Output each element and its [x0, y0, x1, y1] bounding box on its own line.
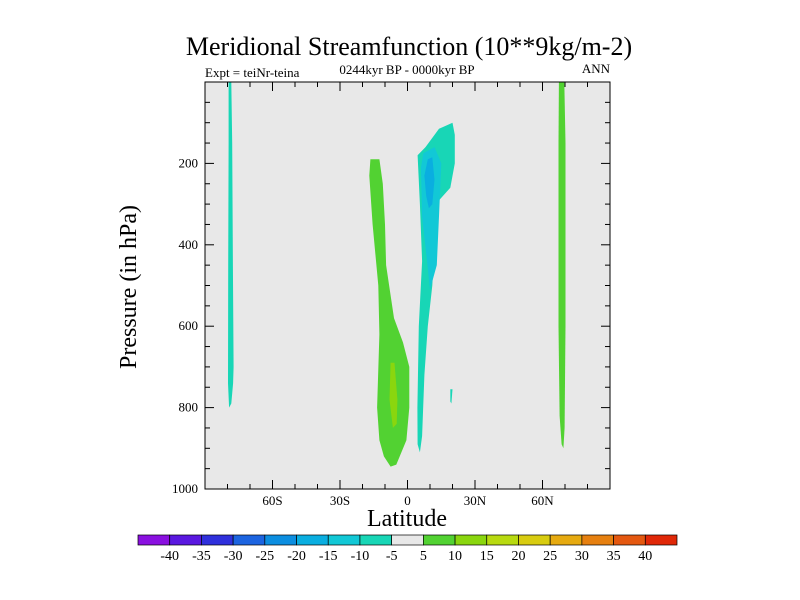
x-tick-label: 30N	[464, 493, 487, 508]
chart-title: Meridional Streamfunction (10**9kg/m-2)	[186, 32, 632, 61]
colorbar-swatch	[327, 534, 361, 546]
colorbar-swatch	[423, 534, 456, 546]
colorbar-swatch	[359, 534, 393, 546]
colorbar-label: 35	[607, 549, 621, 564]
colorbar-label: 5	[420, 549, 427, 564]
plot-area: 60S 30S 0 30N 60N 200 400 600 800 1000	[172, 81, 611, 508]
experiment-label: Expt = teiNr-teina	[205, 65, 300, 80]
colorbar-label: -35	[192, 549, 211, 564]
tropical-positive-core	[389, 362, 398, 428]
x-tick-label: 60S	[262, 493, 282, 508]
axis-ticks: 60S 30S 0 30N 60N 200 400 600 800 1000	[172, 82, 610, 508]
colorbar-label: 15	[480, 549, 494, 564]
colorbar-swatch	[581, 534, 614, 546]
colorbar-label: -40	[160, 549, 179, 564]
colorbar-label: 30	[575, 549, 589, 564]
colorbar-swatch	[644, 534, 678, 546]
colorbar-label: 10	[448, 549, 462, 564]
colorbar-label: 40	[638, 549, 652, 564]
x-tick-label: 60N	[531, 493, 554, 508]
colorbar-swatch	[518, 534, 551, 546]
season-label: ANN	[582, 61, 611, 76]
colorbar-label: -20	[287, 549, 306, 564]
nh-high-lat-positive	[558, 82, 566, 449]
x-tick-label: 30S	[330, 493, 350, 508]
y-tick-label: 400	[179, 237, 199, 252]
tropical-positive-cell	[369, 159, 410, 467]
nh-small-patch	[450, 389, 453, 404]
colorbar-swatch	[391, 534, 424, 546]
colorbar-swatch	[232, 534, 266, 546]
y-tick-label: 800	[179, 400, 199, 415]
colorbar-swatch	[549, 534, 583, 546]
contour-regions	[228, 82, 566, 467]
colorbar-swatch	[137, 534, 171, 546]
x-tick-label: 0	[404, 493, 411, 508]
chart-subtitle: 0244kyr BP - 0000kyr BP	[339, 62, 474, 77]
colorbar-label: -5	[386, 549, 398, 564]
sh-high-lat-negative	[228, 82, 234, 408]
colorbar-swatch	[201, 534, 234, 546]
colorbar-label: -25	[255, 549, 274, 564]
y-tick-label: 1000	[172, 481, 198, 496]
colorbar-label: 25	[543, 549, 557, 564]
colorbar: -40 -35 -30 -25 -20 -15 -10 -5 5 10 15 20 25 30 35 40	[137, 534, 678, 564]
y-tick-label: 200	[179, 155, 199, 170]
colorbar-swatch	[296, 534, 329, 546]
colorbar-swatch	[169, 534, 202, 546]
colorbar-swatch	[613, 534, 646, 546]
plot-background	[205, 82, 610, 489]
y-axis-label: Pressure (in hPa)	[116, 205, 142, 369]
colorbar-label: -15	[319, 549, 338, 564]
colorbar-label: -30	[224, 549, 243, 564]
colorbar-label: 20	[511, 549, 525, 564]
colorbar-swatch	[454, 534, 488, 546]
nh-subtropical-negative-core-2	[424, 157, 435, 209]
y-tick-label: 600	[179, 318, 199, 333]
x-axis-label: Latitude	[367, 506, 447, 532]
colorbar-swatch	[264, 534, 297, 546]
colorbar-swatch	[486, 534, 519, 546]
colorbar-label: -10	[351, 549, 370, 564]
